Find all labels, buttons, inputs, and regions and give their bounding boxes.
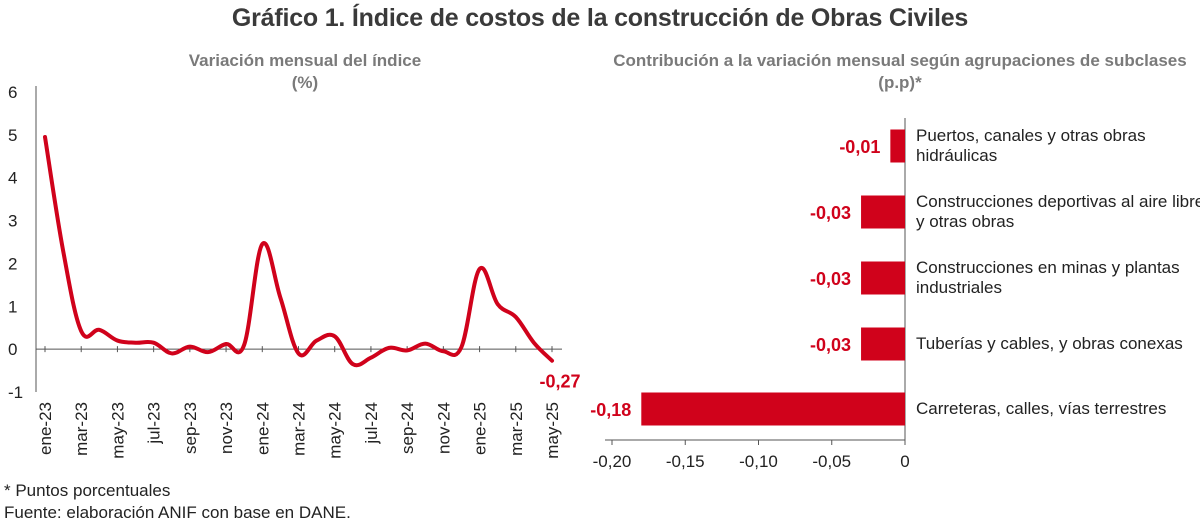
bar-x-tick-label: 0 [900,452,909,471]
footnote-source: Fuente: elaboración ANIF con base en DAN… [4,503,351,522]
line-y-tick-label: 4 [8,169,17,188]
line-chart-title-text: Variación mensual del índice [188,51,422,70]
bar-chart-title: Contribución a la variación mensual segú… [613,51,1187,92]
line-x-tick-label: mar-23 [72,402,91,456]
bar [861,195,905,229]
line-y-tick-label: 2 [8,254,17,273]
line-x-tick-label: may-24 [326,402,345,459]
bar [861,327,905,361]
line-x-tick-label: ene-25 [471,402,490,455]
bar-category-label: Construcciones en minas y plantas indust… [916,258,1180,297]
line-x-tick-label: ene-23 [36,402,55,455]
line-x-tick-label: jul-23 [145,402,164,445]
line-x-tick-label: sep-23 [181,402,200,454]
bar-data-label: -0,03 [810,203,851,223]
bar-data-label: -0,01 [839,137,880,157]
bar-x-tick-label: -0,20 [593,452,632,471]
line-x-tick-label: may-23 [108,402,127,459]
line-chart-subtitle: (%) [291,73,319,92]
bar-category-label: Construcciones deportivas al aire libre … [916,192,1200,231]
line-x-tick-label: mar-25 [507,402,526,456]
line-chart-title: Variación mensual del índice (%) [90,50,520,94]
bar-data-label: -0,03 [810,335,851,355]
line-x-tick-label: ene-24 [253,402,272,455]
bar-data-label: -0,03 [810,269,851,289]
line-x-tick-label: may-25 [543,402,562,459]
line-y-tick-label: 5 [8,126,17,145]
chart-title: Gráfico 1. Índice de costos de la constr… [231,4,969,32]
bar-x-tick-label: -0,05 [812,452,851,471]
line-series [43,135,554,368]
footnote-units: * Puntos porcentuales [4,481,171,500]
line-x-tick-label: nov-23 [217,402,236,454]
bar-category-label: Carreteras, calles, vías terrestres [916,399,1167,418]
line-y-tick-label: -1 [8,383,23,402]
line-last-data-label: -0,27 [539,372,580,392]
line-x-tick-label: mar-24 [290,402,309,456]
line-x-tick-label: jul-24 [362,402,381,445]
bar [641,392,905,426]
line-x-tick-label: nov-24 [434,402,453,454]
line-x-tick-label: sep-24 [398,402,417,454]
bar [861,261,905,295]
bar-data-label: -0,18 [590,400,631,420]
bar [890,129,905,163]
bar-category-label: Puertos, canales y otras obras hidráulic… [916,126,1146,165]
line-y-tick-label: 3 [8,212,17,231]
bar-x-tick-label: -0,10 [739,452,778,471]
line-y-tick-label: 1 [8,297,17,316]
bar-category-label: Tuberías y cables, y obras conexas [916,334,1183,353]
line-y-tick-label: 6 [8,83,17,102]
bar-x-tick-label: -0,15 [666,452,705,471]
line-y-tick-label: 0 [8,340,17,359]
